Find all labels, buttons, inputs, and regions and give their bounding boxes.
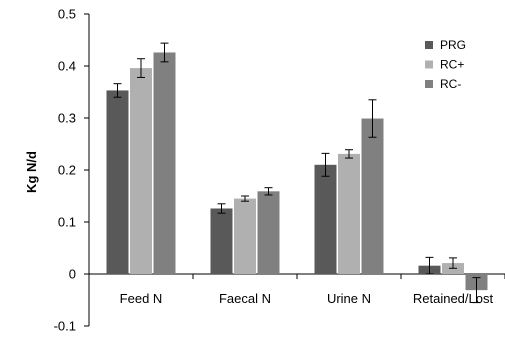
y-tick-label: 0.3 xyxy=(58,111,76,126)
y-tick-label: 0.5 xyxy=(58,7,76,22)
bar xyxy=(153,52,176,275)
legend-label: PRG xyxy=(440,38,466,52)
y-tick-label: 0.1 xyxy=(58,215,76,230)
category-labels: Feed N Faecal N Urine N Retained/Lost xyxy=(120,274,505,306)
legend-label: RC+ xyxy=(440,58,464,72)
bar xyxy=(361,118,384,275)
bar xyxy=(314,164,337,274)
legend-label: RC- xyxy=(440,77,461,91)
error-bars xyxy=(113,42,481,304)
y-ticks: -0.1 0 0.1 0.2 0.3 0.4 0.5 xyxy=(54,7,89,334)
category-label: Retained/Lost xyxy=(413,291,494,306)
legend: PRG RC+ RC- xyxy=(425,38,466,91)
bar xyxy=(130,68,152,274)
y-tick-label: -0.1 xyxy=(54,319,76,334)
bar xyxy=(106,90,129,274)
category-label: Feed N xyxy=(120,291,163,306)
bar xyxy=(338,153,360,274)
category-label: Urine N xyxy=(327,291,371,306)
category-label: Faecal N xyxy=(219,291,271,306)
bar xyxy=(257,191,280,274)
y-tick-label: 0 xyxy=(69,267,76,282)
y-axis-label: Kg N/d xyxy=(24,151,39,193)
y-tick-label: 0.4 xyxy=(58,59,76,74)
bar xyxy=(210,208,233,274)
bars xyxy=(106,52,488,291)
legend-swatch xyxy=(425,41,433,49)
bar xyxy=(234,198,256,274)
legend-swatch xyxy=(425,80,433,88)
legend-swatch xyxy=(425,60,433,69)
y-tick-label: 0.2 xyxy=(58,163,76,178)
